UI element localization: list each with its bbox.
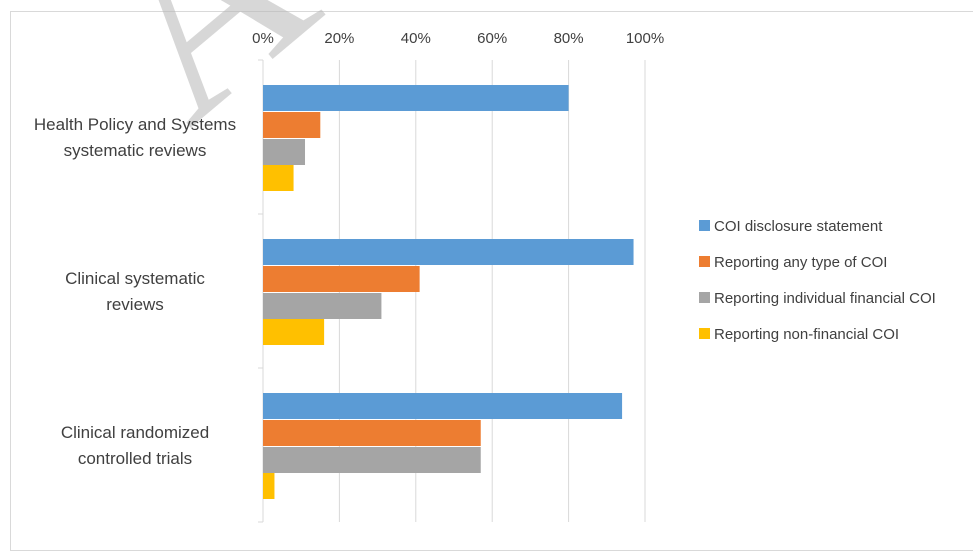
legend-label: COI disclosure statement — [714, 218, 883, 235]
bar — [263, 319, 325, 345]
bar — [263, 473, 275, 499]
legend-swatch — [699, 328, 710, 339]
bar — [263, 420, 481, 446]
x-tick-label: 20% — [324, 30, 354, 47]
bar — [263, 112, 321, 138]
bar — [263, 293, 382, 319]
category-label: controlled trials — [78, 449, 192, 468]
category-label: systematic reviews — [64, 141, 207, 160]
bar — [263, 447, 481, 473]
x-tick-label: 100% — [626, 30, 664, 47]
legend-label: Reporting individual financial COI — [714, 290, 936, 307]
x-tick-label: 80% — [554, 30, 584, 47]
legend-swatch — [699, 220, 710, 231]
legend-label: Reporting non-financial COI — [714, 326, 899, 343]
x-tick-label: 40% — [401, 30, 431, 47]
category-label: Clinical randomized — [61, 423, 209, 442]
bar — [263, 239, 634, 265]
x-tick-label: 0% — [252, 30, 274, 47]
bar — [263, 165, 294, 191]
legend-swatch — [699, 256, 710, 267]
bar — [263, 85, 569, 111]
bar — [263, 139, 306, 165]
x-tick-label: 60% — [477, 30, 507, 47]
bar — [263, 266, 420, 292]
legend-label: Reporting any type of COI — [714, 254, 887, 271]
category-label: Clinical systematic — [65, 269, 205, 288]
legend-swatch — [699, 292, 710, 303]
bar — [263, 393, 623, 419]
category-label: Health Policy and Systems — [34, 115, 236, 134]
category-label: reviews — [106, 295, 164, 314]
